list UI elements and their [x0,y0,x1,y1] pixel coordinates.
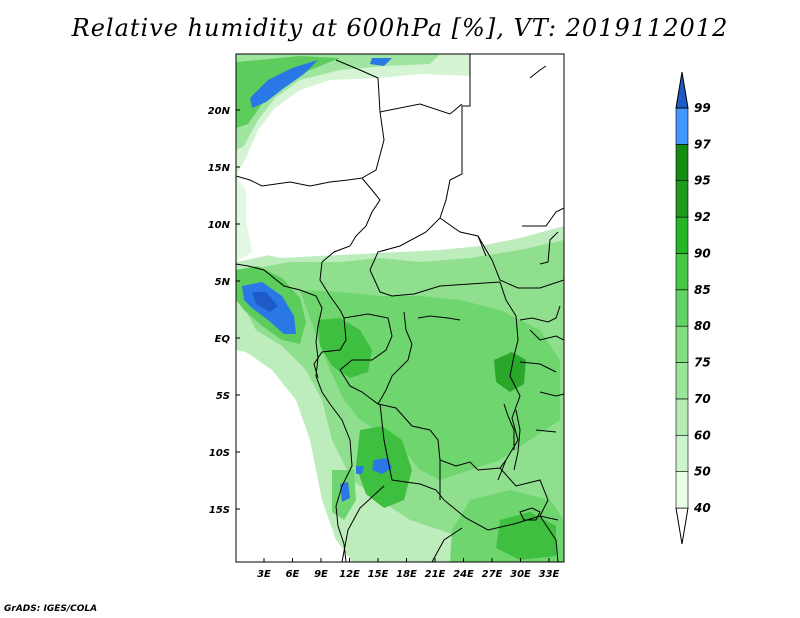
colorbar-label: 50 [694,465,711,479]
lon-tick-label: 12E [339,569,360,580]
colorbar-label: 95 [694,174,711,188]
humidity-region-south-east-core [496,512,556,560]
humidity-field [236,54,564,562]
lat-tick-label: 5N [215,277,231,288]
humidity-region-north-west-saturated [250,60,318,108]
humidity-region-north-west [236,54,470,176]
colorbar-triangle-low [675,507,689,545]
lon-tick-label: 21E [425,569,446,580]
country-boundaries [236,54,564,562]
humidity-region-congo-core [318,318,372,378]
colorbar-label: 92 [694,210,711,224]
colorbar-label: 60 [694,428,711,442]
lat-tick-label: 15N [208,163,231,174]
humidity-region-north-west-core [236,56,340,128]
lon-tick-label: 6E [286,569,300,580]
colorbar-box [675,325,689,363]
lat-tick-label: EQ [215,334,231,345]
colorbar-box [675,289,689,327]
humidity-region-angola-saturated-3 [356,466,364,474]
colorbar-label: 70 [694,392,711,406]
colorbar-box [675,216,689,254]
lon-tick-label: 18E [396,569,417,580]
humidity-region-angola-saturated-2 [340,482,350,502]
colorbar-box [675,253,689,291]
colorbar-label: 85 [694,283,711,297]
colorbar-box [675,471,689,509]
colorbar-box [675,107,689,145]
lon-tick-label: 3E [257,569,271,580]
lon-tick-label: 27E [482,569,503,580]
colorbar-label: 40 [693,501,711,515]
grads-credit: GrADS: IGES/COLA [4,604,98,614]
lon-tick-label: 9E [314,569,328,580]
humidity-region-gulf-saturated-core [252,292,278,312]
humidity-region-north-west-saturated-2 [370,58,392,66]
colorbar-label: 97 [694,137,711,151]
lon-tick-label: 30E [510,569,531,580]
lon-tick-label: 15E [368,569,389,580]
humidity-region-great-lakes [494,352,526,392]
lat-tick-label: 5S [216,391,230,402]
lat-tick-label: 10N [208,220,231,231]
colorbar-box [675,434,689,472]
humidity-region-west-coast [236,176,252,262]
map-title: Relative humidity at 600hPa [%], VT: 201… [71,14,729,42]
humidity-region-angola-saturated [372,458,392,474]
colorbar-triangle-high [675,71,689,109]
colorbar-box [675,144,689,182]
colorbar-label: 90 [694,246,711,260]
colorbar-box [675,362,689,400]
coastlines [236,65,561,562]
humidity-region-central-wet [300,290,560,480]
longitude-axis: 3E 6E 9E 12E 15E 18E 21E 24E 27E 30E 33E [257,558,560,580]
latitude-axis: 20N 15N 10N 5N EQ 5S 10S 15S [208,106,240,516]
lon-tick-label: 33E [539,569,560,580]
colorbar: 40 50 60 70 75 80 85 90 92 95 97 99 [675,71,711,545]
lon-tick-label: 24E [453,569,474,580]
colorbar-label: 75 [694,356,711,370]
lat-tick-label: 10S [209,448,230,459]
lat-tick-label: 15S [209,505,230,516]
lat-tick-label: 20N [208,106,231,117]
map-frame [235,53,565,563]
colorbar-label: 80 [694,319,711,333]
colorbar-box [675,180,689,218]
dry-region-sahel [250,168,564,258]
colorbar-box [675,398,689,436]
colorbar-label: 99 [694,101,711,115]
